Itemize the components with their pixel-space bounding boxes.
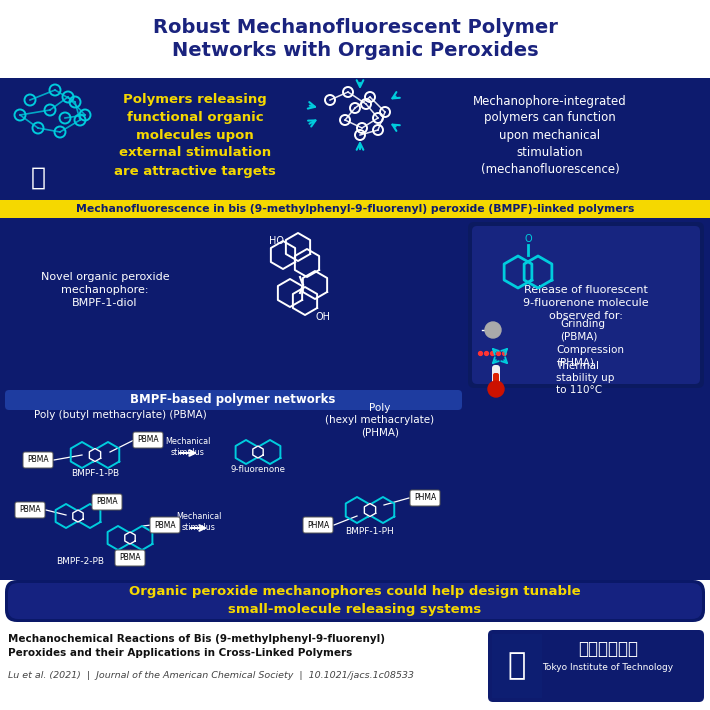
FancyBboxPatch shape [303,517,333,533]
FancyBboxPatch shape [133,432,163,448]
Text: Mechanofluorescence in bis (9-methylphenyl-9-fluorenyl) peroxide (BMPF)-linked p: Mechanofluorescence in bis (9-methylphen… [76,204,634,214]
Polygon shape [125,532,135,544]
Text: BMPF-based polymer networks: BMPF-based polymer networks [131,393,336,407]
Circle shape [488,381,504,397]
FancyBboxPatch shape [92,494,122,510]
FancyBboxPatch shape [8,583,702,619]
Bar [0,390,710,580]
Text: PBMA: PBMA [96,498,118,506]
Polygon shape [364,503,376,516]
Text: Tokyo Institute of Technology: Tokyo Institute of Technology [542,664,674,672]
Text: PBMA: PBMA [154,520,176,530]
Text: BMPF-1-PB: BMPF-1-PB [71,469,119,479]
Polygon shape [89,449,101,462]
Text: Mechanical
stimulus: Mechanical stimulus [176,512,222,532]
FancyBboxPatch shape [23,452,53,468]
Text: PBMA: PBMA [27,456,49,464]
FancyBboxPatch shape [493,373,499,387]
Text: Mechanochemical Reactions of Bis (9-methylphenyl-9-fluorenyl)
Peroxides and thei: Mechanochemical Reactions of Bis (9-meth… [8,635,385,657]
FancyBboxPatch shape [472,226,700,384]
Text: ⛩: ⛩ [508,652,526,680]
Text: Robust Mechanofluorescent Polymer
Networks with Organic Peroxides: Robust Mechanofluorescent Polymer Networ… [153,18,557,60]
Text: Grinding
(PBMA): Grinding (PBMA) [560,319,605,342]
Text: HO: HO [270,236,285,246]
Text: Compression
(PHMA): Compression (PHMA) [556,345,624,367]
Bar [0,78,710,200]
FancyBboxPatch shape [115,550,145,566]
Text: 🔥: 🔥 [31,166,45,190]
Text: 東京工業大学: 東京工業大学 [578,640,638,658]
FancyBboxPatch shape [468,222,704,388]
FancyBboxPatch shape [488,630,704,702]
Text: Polymers releasing
functional organic
molecules upon
external stimulation
are at: Polymers releasing functional organic mo… [114,92,276,178]
FancyBboxPatch shape [5,390,462,410]
Text: Lu et al. (2021)  |  Journal of the American Chemical Society  |  10.1021/jacs.1: Lu et al. (2021) | Journal of the Americ… [8,672,414,680]
Text: PHMA: PHMA [414,493,436,503]
Text: Poly (butyl methacrylate) (PBMA): Poly (butyl methacrylate) (PBMA) [33,410,207,420]
Text: PBMA: PBMA [137,435,159,444]
Text: Organic peroxide mechanophores could help design tunable
small-molecule releasin: Organic peroxide mechanophores could hel… [129,586,581,616]
Text: BMPF-1-PH: BMPF-1-PH [346,528,394,537]
Text: 9-fluorenone: 9-fluorenone [231,466,285,474]
Bar [492,634,542,698]
Text: PBMA: PBMA [19,506,40,515]
Text: OH: OH [315,312,330,322]
FancyBboxPatch shape [410,490,440,506]
Text: Release of fluorescent
9-fluorenone molecule
observed for:: Release of fluorescent 9-fluorenone mole… [523,285,649,321]
Text: Mechanophore-integrated
polymers can function
upon mechanical
stimulation
(mecha: Mechanophore-integrated polymers can fun… [473,94,627,175]
FancyBboxPatch shape [5,580,705,622]
Text: PHMA: PHMA [307,520,329,530]
Text: Thermal
stability up
to 110°C: Thermal stability up to 110°C [556,361,614,395]
Circle shape [485,322,501,338]
Text: PBMA: PBMA [119,554,141,562]
Bar [0,0,710,78]
FancyBboxPatch shape [492,365,500,387]
Bar [0,625,710,710]
Polygon shape [73,510,83,522]
FancyBboxPatch shape [15,502,45,518]
Text: O: O [524,234,532,244]
Bar [0,200,710,218]
Text: BMPF-2-PB: BMPF-2-PB [56,557,104,567]
Text: Novel organic peroxide
mechanophore:
BMPF-1-diol: Novel organic peroxide mechanophore: BMP… [40,272,169,308]
Bar [0,218,710,390]
Text: Poly
(hexyl methacrylate)
(PHMA): Poly (hexyl methacrylate) (PHMA) [325,403,435,437]
Text: Mechanical
stimulus: Mechanical stimulus [165,437,211,457]
FancyBboxPatch shape [150,517,180,533]
Polygon shape [253,446,263,458]
